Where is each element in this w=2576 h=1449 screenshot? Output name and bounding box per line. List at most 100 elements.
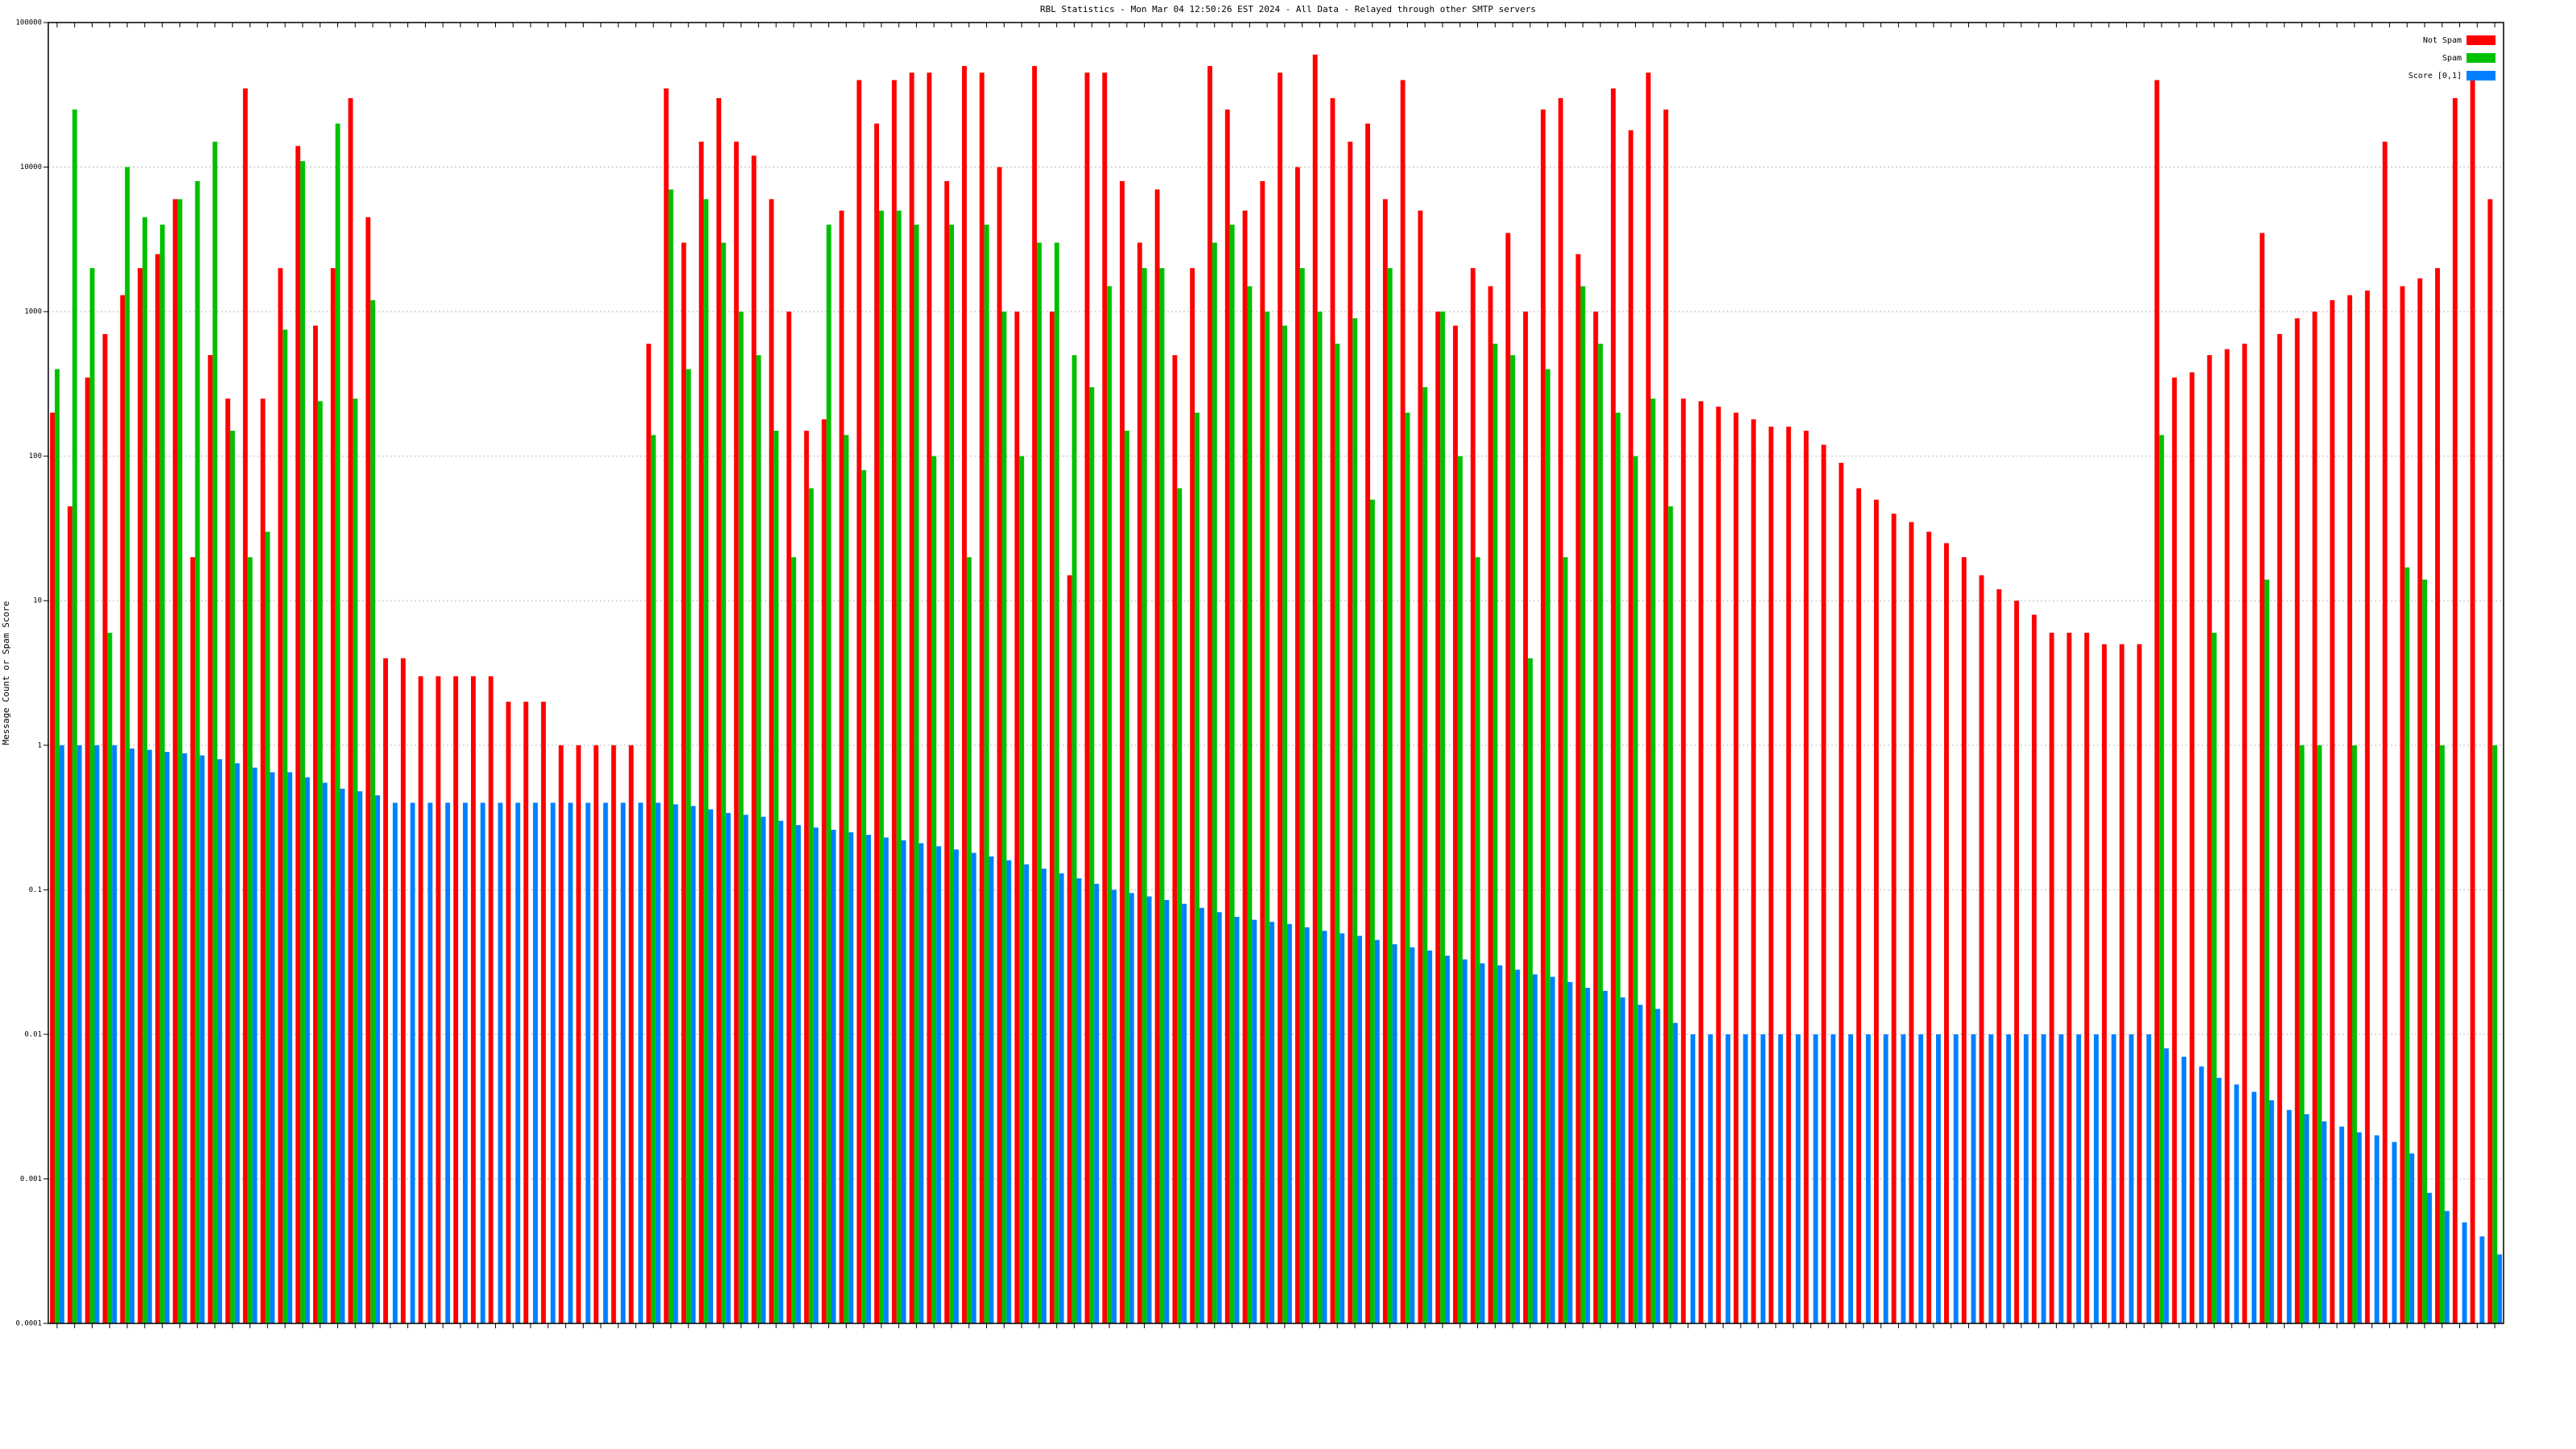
- bar: [2190, 372, 2194, 1324]
- bar: [1611, 88, 1616, 1323]
- bar: [217, 759, 222, 1323]
- bar: [1663, 109, 1669, 1323]
- bar: [1795, 1034, 1801, 1323]
- bar: [2286, 1109, 2292, 1323]
- bar: [1615, 412, 1620, 1324]
- bar: [2312, 312, 2318, 1324]
- bar: [1208, 66, 1212, 1323]
- bar: [1141, 268, 1147, 1323]
- bar: [725, 812, 731, 1323]
- bar: [1014, 312, 1020, 1324]
- bar: [874, 123, 879, 1324]
- bar: [2224, 349, 2230, 1323]
- bar: [1901, 1034, 1906, 1323]
- bar: [1979, 575, 1984, 1323]
- bar: [1172, 355, 1178, 1323]
- bar: [365, 217, 371, 1323]
- bar: [2211, 633, 2217, 1323]
- bar: [1260, 180, 1265, 1323]
- bar: [1831, 1034, 1836, 1323]
- bar: [383, 658, 388, 1323]
- bar: [1733, 412, 1739, 1324]
- bar: [2006, 1034, 2012, 1323]
- bar: [1242, 210, 1248, 1323]
- bar: [1252, 919, 1257, 1323]
- bar: [1523, 312, 1529, 1324]
- bar: [2347, 295, 2352, 1323]
- bar: [1856, 488, 1861, 1323]
- bar: [322, 782, 328, 1323]
- bar: [2356, 1132, 2362, 1323]
- bar: [704, 199, 709, 1323]
- bar: [1558, 97, 1563, 1324]
- bar: [1059, 873, 1064, 1323]
- legend-swatch: [2467, 53, 2496, 63]
- bar: [213, 141, 218, 1324]
- bar: [1312, 54, 1318, 1323]
- bar: [1247, 286, 1253, 1324]
- bar: [673, 804, 679, 1323]
- bar: [1492, 343, 1498, 1323]
- bar: [949, 225, 955, 1323]
- bar: [1369, 499, 1375, 1323]
- bar: [515, 803, 521, 1323]
- bar: [1563, 557, 1568, 1323]
- bar: [1475, 557, 1480, 1323]
- bar: [1067, 575, 1072, 1323]
- bar: [2159, 435, 2165, 1323]
- bar: [1953, 1034, 1959, 1323]
- bar: [330, 268, 336, 1323]
- bar: [1278, 72, 1283, 1324]
- bar: [2146, 1034, 2152, 1323]
- bar: [568, 803, 573, 1323]
- bar: [1813, 1034, 1818, 1323]
- bar: [2462, 1222, 2467, 1323]
- bar: [585, 803, 591, 1323]
- bar: [72, 109, 77, 1323]
- bar: [112, 745, 118, 1323]
- bar: [182, 753, 188, 1323]
- bar: [67, 506, 72, 1323]
- bar: [1224, 109, 1230, 1323]
- bar: [663, 88, 669, 1323]
- bar: [878, 210, 884, 1323]
- bar: [1032, 66, 1038, 1323]
- bar: [1883, 1034, 1889, 1323]
- bar: [1480, 963, 1485, 1323]
- bar: [944, 180, 950, 1323]
- bar: [1936, 1034, 1941, 1323]
- bar: [646, 343, 651, 1323]
- bar: [1715, 407, 1721, 1324]
- bar: [1418, 210, 1423, 1323]
- bar: [1751, 419, 1757, 1323]
- bar: [756, 355, 762, 1323]
- bar: [1645, 72, 1651, 1324]
- bar: [1821, 444, 1827, 1323]
- bar: [1120, 180, 1125, 1323]
- y-tick-label: 100000: [15, 19, 42, 27]
- bar: [89, 268, 95, 1323]
- bar: [1340, 933, 1345, 1323]
- bar: [844, 435, 849, 1323]
- bar: [1865, 1034, 1871, 1323]
- bar: [1265, 312, 1270, 1324]
- plot-frame: [47, 22, 2504, 1324]
- bar: [278, 268, 283, 1323]
- bar: [2128, 1034, 2134, 1323]
- bar: [1304, 927, 1310, 1323]
- bar: [1505, 233, 1511, 1324]
- bar: [1668, 506, 1674, 1323]
- bar: [2382, 141, 2388, 1324]
- bar: [1294, 167, 1300, 1324]
- bar: [1037, 242, 1042, 1323]
- bar: [225, 398, 230, 1323]
- bar: [138, 268, 142, 1323]
- bar: [1944, 543, 1949, 1323]
- bar: [2066, 633, 2072, 1323]
- bar: [2452, 97, 2458, 1324]
- bar: [1585, 988, 1591, 1323]
- bar: [1699, 401, 1703, 1324]
- legend-label: Not Spam: [2423, 36, 2462, 45]
- bar: [340, 788, 345, 1323]
- bar: [410, 803, 415, 1323]
